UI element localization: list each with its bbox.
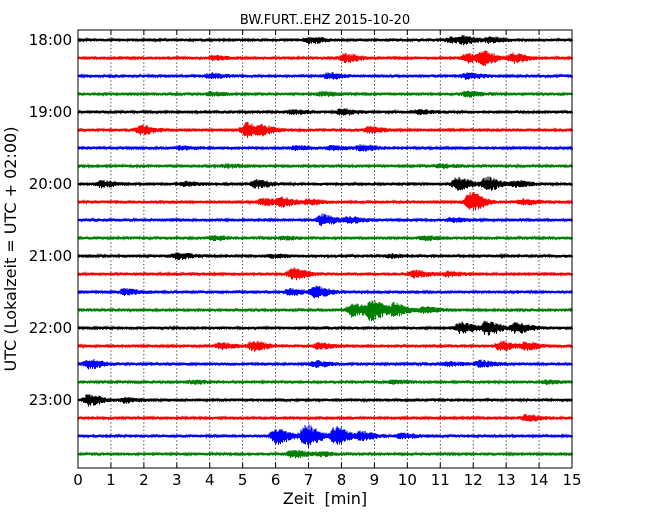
trace-2030 <box>77 213 573 227</box>
x-tick-label: 14 <box>530 471 549 489</box>
x-tick-label: 12 <box>464 471 483 489</box>
y-tick-label: 20:00 <box>29 175 72 193</box>
y-tick-label: 23:00 <box>29 391 72 409</box>
x-tick-label: 10 <box>398 471 417 489</box>
trace-1945 <box>77 163 573 170</box>
x-tick-label: 6 <box>271 471 281 489</box>
x-tick-label: 11 <box>431 471 450 489</box>
x-axis-label: Zeit [min] <box>283 489 367 508</box>
y-axis-label: UTC (Lokalzeit = UTC + 02:00) <box>1 127 20 372</box>
x-tick-label: 8 <box>337 471 347 489</box>
y-tick-label: 22:00 <box>29 319 72 337</box>
trace-1830 <box>77 72 573 80</box>
trace-2330 <box>77 424 573 448</box>
trace-2115 <box>77 267 573 281</box>
trace-2315 <box>77 413 573 422</box>
y-tick-label: 21:00 <box>29 247 72 265</box>
y-tick-label: 18:00 <box>29 31 72 49</box>
x-tick-label: 3 <box>172 471 182 489</box>
plot-frame <box>77 29 573 469</box>
x-axis-ticks: 0 1 2 3 4 5 6 7 8 9 10 11 12 13 14 15 <box>73 30 582 489</box>
x-tick-label: 0 <box>73 471 83 489</box>
x-tick-label: 2 <box>139 471 149 489</box>
x-tick-label: 7 <box>304 471 314 489</box>
trace-2100 <box>77 252 573 261</box>
trace-1845 <box>77 90 573 98</box>
trace-2130 <box>77 285 573 299</box>
trace-2215 <box>77 340 573 352</box>
trace-2045 <box>77 234 573 242</box>
trace-2230 <box>77 358 573 370</box>
x-tick-label: 15 <box>562 471 581 489</box>
trace-group <box>77 34 573 459</box>
trace-2015 <box>77 192 573 211</box>
grid-lines <box>110 30 540 468</box>
trace-1900 <box>77 108 573 116</box>
trace-1800 <box>77 34 573 46</box>
y-tick-label: 19:00 <box>29 103 72 121</box>
trace-1815 <box>77 50 573 67</box>
trace-1915 <box>77 121 573 139</box>
x-tick-label: 9 <box>370 471 380 489</box>
trace-2245 <box>77 379 573 386</box>
trace-2200 <box>77 320 573 336</box>
trace-1930 <box>77 144 573 152</box>
x-tick-label: 13 <box>497 471 516 489</box>
x-tick-label: 4 <box>205 471 215 489</box>
trace-2300 <box>77 394 573 407</box>
y-axis-ticks: 18:00 19:00 20:00 21:00 22:00 23:00 <box>29 31 572 409</box>
trace-2345 <box>77 449 573 459</box>
trace-2000 <box>77 176 573 191</box>
x-tick-label: 1 <box>106 471 116 489</box>
x-tick-label: 5 <box>238 471 248 489</box>
chart-title: BW.FURT..EHZ 2015-10-20 <box>240 13 410 28</box>
trace-2145 <box>77 300 573 322</box>
